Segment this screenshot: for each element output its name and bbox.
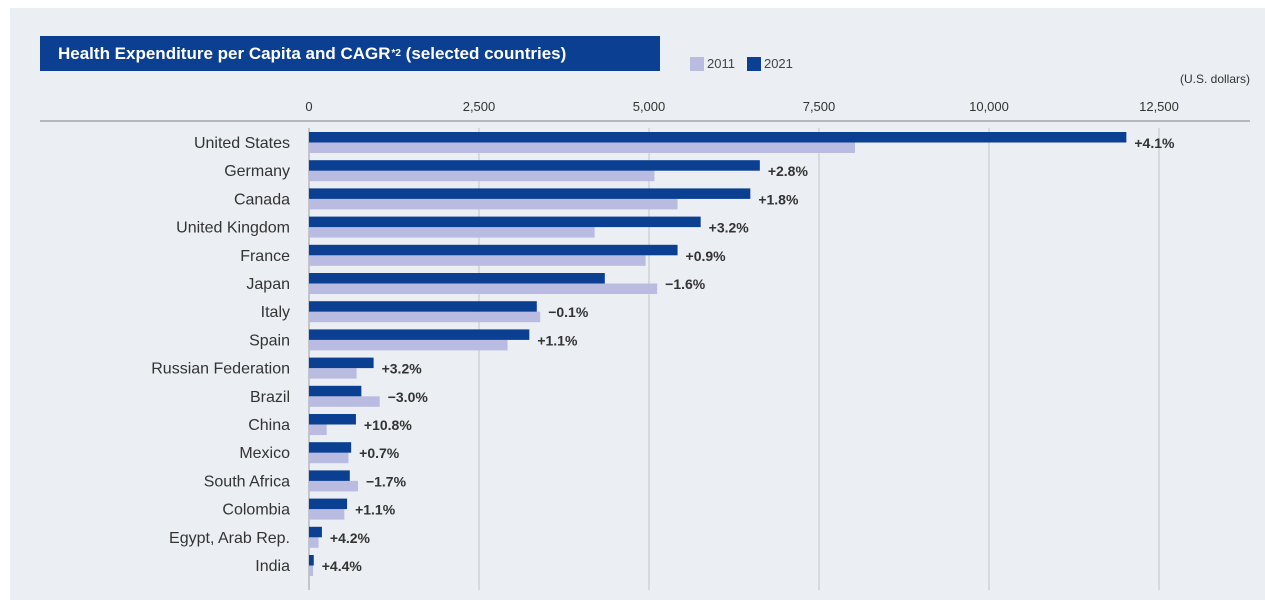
bar-2021 bbox=[309, 526, 322, 538]
bar-2011 bbox=[309, 283, 658, 294]
bar-2021 bbox=[309, 498, 348, 510]
chart-panel bbox=[10, 8, 1265, 600]
cagr-label: +1.1% bbox=[355, 502, 396, 518]
bar-2011 bbox=[309, 424, 327, 435]
category-label: Egypt, Arab Rep. bbox=[169, 530, 290, 547]
category-label: United Kingdom bbox=[176, 220, 290, 237]
category-label: United States bbox=[194, 135, 290, 152]
legend-label-2021: 2021 bbox=[763, 56, 793, 71]
category-label: South Africa bbox=[204, 473, 290, 490]
legend-label-2011: 2011 bbox=[707, 56, 735, 71]
bar-2011 bbox=[309, 198, 678, 210]
category-label: Spain bbox=[249, 332, 290, 349]
cagr-label: +4.4% bbox=[322, 558, 363, 574]
bar-2021 bbox=[309, 442, 352, 453]
category-label: France bbox=[240, 248, 290, 265]
category-label: Germany bbox=[224, 163, 290, 180]
x-tick-label: 10,000 bbox=[969, 99, 1009, 114]
cagr-label: −0.1% bbox=[548, 304, 589, 320]
chart-legend: 2011 2021 bbox=[690, 56, 805, 71]
cagr-label: +1.8% bbox=[758, 191, 799, 207]
bar-2011 bbox=[309, 480, 358, 492]
bar-2011 bbox=[309, 368, 357, 379]
bar-2021 bbox=[309, 188, 751, 199]
bar-2011 bbox=[309, 565, 314, 576]
chart-title-footnote: *2 bbox=[391, 48, 401, 59]
chart-title-tail: (selected countries) bbox=[400, 43, 567, 63]
cagr-label: +1.1% bbox=[537, 332, 578, 348]
category-label: Mexico bbox=[239, 445, 290, 462]
bar-2021 bbox=[309, 414, 356, 425]
bar-2021 bbox=[309, 216, 701, 228]
cagr-label: −3.0% bbox=[388, 389, 429, 405]
cagr-label: +3.2% bbox=[382, 361, 423, 377]
category-label: Japan bbox=[246, 276, 290, 293]
cagr-label: −1.7% bbox=[366, 473, 407, 489]
cagr-label: +0.7% bbox=[359, 445, 400, 461]
cagr-label: +2.8% bbox=[768, 163, 809, 179]
category-label: Canada bbox=[234, 191, 290, 208]
category-label: Colombia bbox=[222, 502, 290, 519]
cagr-label: −1.6% bbox=[665, 276, 706, 292]
x-tick-label: 7,500 bbox=[803, 99, 836, 114]
bar-2021 bbox=[309, 132, 1127, 143]
legend-swatch-2021 bbox=[746, 56, 761, 71]
bar-2021 bbox=[309, 329, 530, 340]
units-label: (U.S. dollars) bbox=[1179, 72, 1250, 86]
bar-2021 bbox=[309, 357, 374, 369]
bar-2011 bbox=[309, 170, 655, 182]
bar-2021 bbox=[309, 555, 314, 566]
bar-2021 bbox=[309, 385, 362, 397]
category-label: China bbox=[248, 417, 290, 434]
chart-title-main: Health Expenditure per Capita and CAGR bbox=[58, 43, 391, 63]
x-tick-label: 5,000 bbox=[633, 99, 666, 114]
cagr-label: +0.9% bbox=[686, 248, 727, 264]
x-tick-label: 12,500 bbox=[1139, 99, 1179, 114]
cagr-label: +4.2% bbox=[330, 530, 371, 546]
bar-2011 bbox=[309, 509, 345, 520]
bar-2011 bbox=[309, 142, 856, 153]
bar-2011 bbox=[309, 227, 595, 238]
category-label: India bbox=[255, 558, 290, 575]
bar-2021 bbox=[309, 273, 605, 284]
category-label: Russian Federation bbox=[151, 361, 290, 378]
bar-2011 bbox=[309, 396, 380, 407]
legend-item-2011: 2011 bbox=[690, 56, 735, 71]
legend-swatch-2011 bbox=[690, 56, 704, 71]
category-label: Italy bbox=[261, 304, 290, 321]
bar-2021 bbox=[309, 470, 350, 481]
bar-2011 bbox=[309, 339, 508, 351]
cagr-label: +3.2% bbox=[709, 220, 750, 236]
bar-2011 bbox=[309, 255, 646, 266]
cagr-label: +10.8% bbox=[364, 417, 412, 433]
chart-title: Health Expenditure per Capita and CAGR *2… bbox=[40, 36, 660, 71]
bar-2011 bbox=[309, 537, 319, 548]
bar-2021 bbox=[309, 160, 760, 171]
x-tick-label: 0 bbox=[305, 99, 312, 114]
bar-2021 bbox=[309, 244, 678, 256]
legend-item-2021: 2021 bbox=[746, 56, 793, 71]
bar-2011 bbox=[309, 311, 541, 323]
cagr-label: +4.1% bbox=[1134, 135, 1175, 151]
bar-2021 bbox=[309, 301, 537, 312]
category-label: Brazil bbox=[250, 389, 290, 406]
x-tick-label: 2,500 bbox=[463, 99, 496, 114]
bar-2011 bbox=[309, 452, 349, 464]
